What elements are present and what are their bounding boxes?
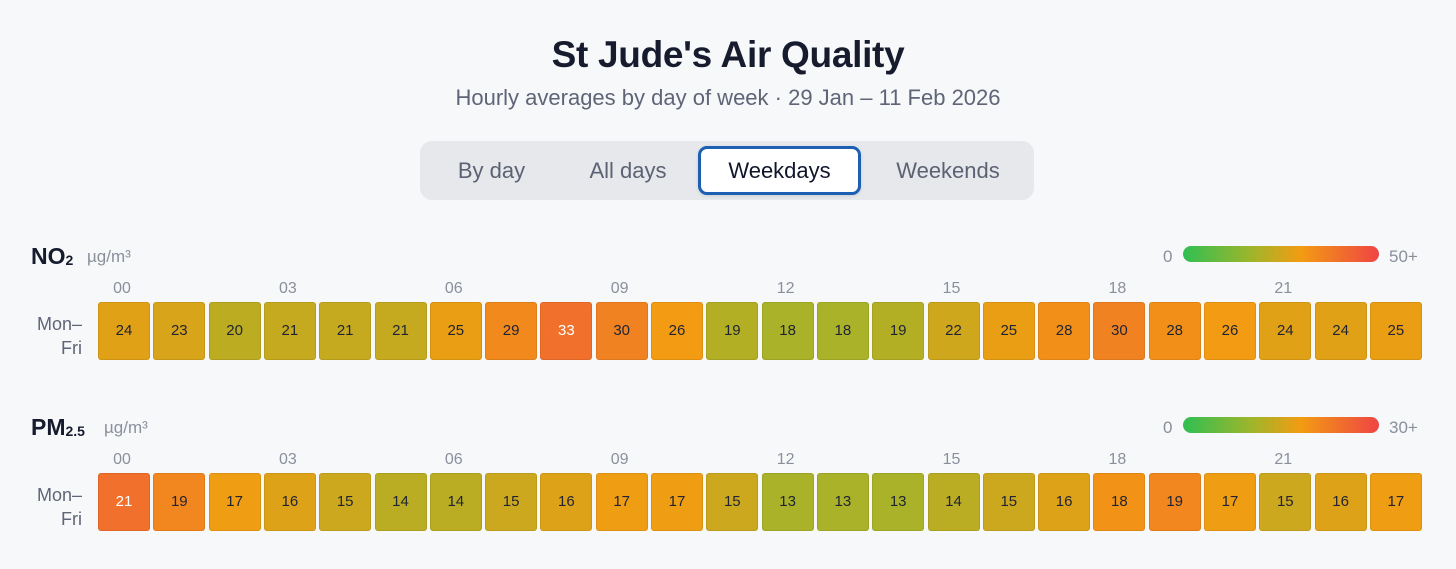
heatmap-cell: 14 [374, 473, 427, 531]
heatmap-cell: 18 [1093, 473, 1146, 531]
heatmap-cell: 30 [1093, 302, 1146, 360]
pollutant-name: PM2.5 [31, 414, 85, 441]
heatmap-cell: 26 [1204, 302, 1256, 360]
legend-max-label: 30+ [1389, 418, 1418, 437]
hour-tick-label: 18 [1108, 451, 1127, 468]
hour-tick-label: 09 [610, 280, 629, 297]
heatmap-cell: 14 [429, 473, 482, 531]
tab-by-day[interactable]: By day [457, 158, 526, 183]
heatmap-cell: 13 [816, 473, 869, 531]
heatmap-cell: 21 [319, 302, 372, 360]
heatmap-cell: 24 [1259, 302, 1312, 360]
heatmap-cell: 15 [706, 473, 759, 531]
hour-tick-label: 15 [942, 280, 961, 297]
hour-tick-label: 21 [1274, 451, 1293, 468]
heatmap-cell: 15 [982, 473, 1035, 531]
heatmap-cell: 23 [153, 302, 206, 360]
page-title: St Jude's Air Quality [551, 34, 905, 75]
hour-tick-label: 00 [113, 280, 131, 297]
heatmap-cell: 15 [319, 473, 372, 531]
legend-gradient-bar [1183, 246, 1379, 262]
heatmap-cell: 25 [429, 302, 482, 360]
pollutant-symbol: PM [31, 414, 66, 440]
heatmap-cell: 16 [540, 473, 593, 531]
heatmap-cell: 30 [595, 302, 648, 360]
heatmap-cell: 13 [872, 473, 925, 531]
pollutant-symbol: NO [31, 243, 66, 269]
heatmap-cell: 19 [153, 473, 206, 531]
tab-all-days[interactable]: All days [589, 158, 667, 183]
heatmap-cell: 17 [1204, 473, 1256, 531]
heatmap-cell: 15 [485, 473, 538, 531]
hour-tick-label: 12 [776, 280, 795, 297]
tab-weekends[interactable]: Weekends [896, 158, 1000, 183]
heatmap-cell: 28 [1148, 302, 1201, 360]
hour-tick-label: 18 [1108, 280, 1127, 297]
heatmap-cell: 15 [1259, 473, 1312, 531]
heatmap-cell: 28 [1038, 302, 1091, 360]
heatmap-cell: 25 [1369, 302, 1422, 360]
pollutant-subscript: 2 [65, 252, 74, 268]
heatmap-cell: 19 [1148, 473, 1201, 531]
unit-label: µg/m³ [104, 418, 148, 437]
heatmap-cell: 21 [374, 302, 427, 360]
legend-min-label: 0 [1163, 418, 1173, 437]
hour-tick-label: 21 [1274, 280, 1293, 297]
page-subtitle: Hourly averages by day of week · 29 Jan … [455, 85, 1001, 110]
heatmap-cell: 18 [761, 302, 814, 360]
heatmap-cell: 16 [1038, 473, 1091, 531]
heatmap-cell: 20 [208, 302, 261, 360]
heatmap-cell: 16 [1314, 473, 1367, 531]
pollutant-name: NO2 [31, 243, 73, 270]
legend-max-label: 50+ [1389, 247, 1418, 266]
hour-tick-label: 06 [444, 280, 463, 297]
heatmap-cell: 24 [98, 302, 150, 360]
hour-tick-label: 03 [278, 280, 297, 297]
hour-tick-label: 12 [776, 451, 795, 468]
heatmap-cell: 18 [816, 302, 869, 360]
heatmap-cell: 17 [651, 473, 703, 531]
heatmap-cell: 14 [927, 473, 980, 531]
heatmap-cell: 33 [540, 302, 593, 360]
hour-tick-label: 00 [113, 451, 131, 468]
heatmap-cell: 13 [761, 473, 814, 531]
heatmap-cell: 25 [982, 302, 1035, 360]
heatmap-cell: 19 [872, 302, 925, 360]
heatmap-cell: 16 [263, 473, 316, 531]
pollutant-subscript: 2.5 [65, 423, 85, 439]
heatmap-cell: 21 [98, 473, 150, 531]
legend-gradient-bar [1183, 417, 1379, 433]
heatmap-cell: 21 [263, 302, 316, 360]
heatmap-cell: 17 [208, 473, 261, 531]
legend-min-label: 0 [1163, 247, 1173, 266]
unit-label: µg/m³ [87, 247, 131, 266]
tab-weekdays[interactable]: Weekdays [698, 146, 861, 195]
heatmap-cell: 17 [595, 473, 648, 531]
hour-tick-label: 06 [444, 451, 463, 468]
heatmap-cell: 22 [927, 302, 980, 360]
heatmap-cell: 24 [1314, 302, 1367, 360]
row-label: Mon– Fri [36, 485, 82, 529]
heatmap-cell: 17 [1369, 473, 1422, 531]
row-label: Mon– Fri [36, 314, 82, 358]
hour-tick-label: 15 [942, 451, 961, 468]
hour-tick-label: 09 [610, 451, 629, 468]
heatmap-cell: 19 [706, 302, 759, 360]
view-tabs: By day All days Weekdays Weekends [420, 141, 1034, 200]
hour-tick-label: 03 [278, 451, 297, 468]
heatmap-cell: 26 [651, 302, 703, 360]
heatmap-cell: 29 [485, 302, 538, 360]
